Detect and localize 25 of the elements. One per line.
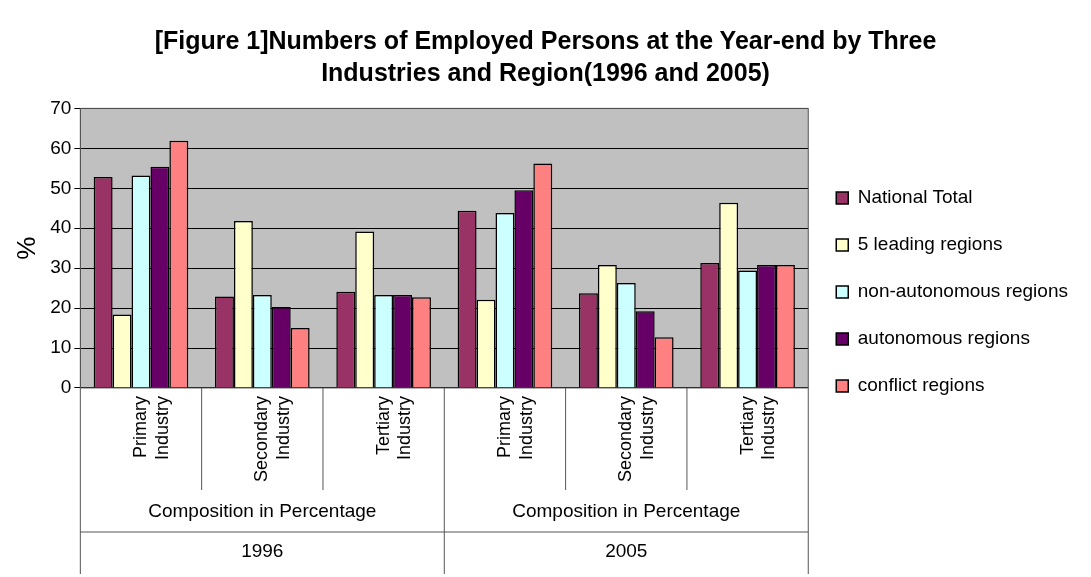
legend-label: 5 leading regions bbox=[857, 233, 1003, 255]
y-tick-label: 0 bbox=[60, 376, 72, 398]
x-tick-label: Primary Industry bbox=[129, 395, 172, 460]
legend-label: non-autonomous regions bbox=[857, 280, 1068, 302]
x-tick-label: Primary Industry bbox=[493, 395, 536, 460]
chart-title: [Figure 1]Numbers of Employed Persons at the Year-end by Three Industries and Region(1996 and 2005) bbox=[153, 25, 938, 88]
y-axis-title: % bbox=[10, 236, 41, 260]
y-tick-label: 10 bbox=[50, 336, 72, 358]
y-tick-label: 40 bbox=[50, 216, 72, 238]
y-tick-label: 30 bbox=[50, 256, 72, 278]
legend-label: autonomous regions bbox=[857, 327, 1030, 349]
y-tick-label: 60 bbox=[50, 136, 72, 158]
x-tick-label: Secondary Industry bbox=[251, 395, 293, 483]
x-tick-label: Secondary Industry bbox=[615, 395, 657, 483]
y-tick-label: 70 bbox=[50, 96, 72, 118]
y-tick-label: 20 bbox=[50, 296, 72, 318]
y-tick-label: 50 bbox=[50, 176, 72, 198]
text: 1996 bbox=[241, 540, 284, 562]
text: 2005 bbox=[605, 540, 648, 562]
x-tick-label: Tertiary Industry bbox=[736, 395, 779, 460]
legend-label: conflict regions bbox=[857, 374, 985, 396]
text: Composition in Percentage bbox=[512, 500, 741, 522]
text: Composition in Percentage bbox=[148, 500, 377, 522]
legend-label: National Total bbox=[857, 186, 973, 208]
x-tick-label: Tertiary Industry bbox=[372, 395, 415, 460]
